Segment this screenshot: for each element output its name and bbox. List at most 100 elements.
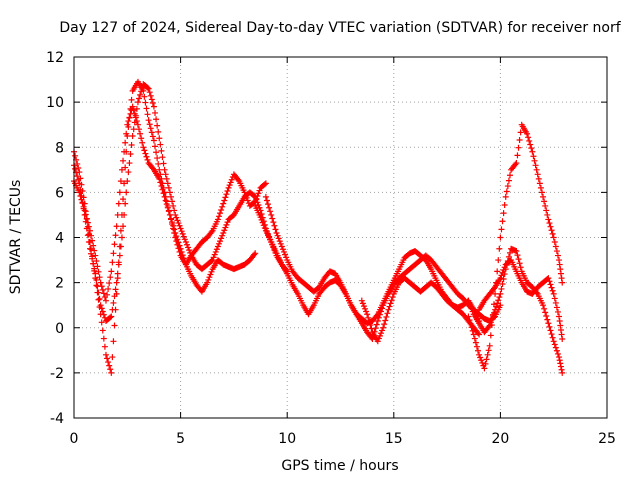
data-point-interp [146, 89, 153, 96]
data-point-interp [154, 155, 161, 162]
data-point-interp [272, 226, 279, 233]
data-point [540, 302, 547, 309]
data-point-interp [125, 118, 132, 125]
data-point-interp [548, 331, 555, 338]
data-point [220, 229, 227, 236]
data-point [108, 268, 115, 275]
data-point-interp [526, 137, 533, 144]
data-point-interp [469, 327, 476, 334]
data-point-interp [541, 305, 548, 312]
data-point [476, 317, 483, 324]
data-point-interp [466, 317, 473, 324]
data-point-interp [105, 359, 112, 366]
data-point-interp [142, 150, 149, 157]
data-point-interp [211, 251, 218, 258]
data-point-interp [479, 359, 486, 366]
data-point-interp [104, 291, 111, 298]
data-point-interp [117, 227, 124, 234]
data-point-interp [99, 327, 106, 334]
data-point [113, 279, 120, 286]
data-point-interp [556, 357, 563, 364]
data-point-interp [147, 125, 154, 132]
data-point [124, 178, 131, 185]
data-point-interp [557, 270, 564, 277]
data-point-interp [558, 366, 565, 373]
data-point-interp [181, 236, 188, 243]
data-point-interp [98, 319, 105, 326]
data-point-interp [378, 330, 385, 337]
data-point-interp [530, 153, 537, 160]
data-point-interp [146, 121, 153, 128]
data-point-interp [221, 197, 228, 204]
data-point [134, 99, 141, 106]
data-point-interp [137, 130, 144, 137]
data-point-interp [557, 360, 564, 367]
data-point-interp [100, 335, 107, 342]
data-point-interp [379, 327, 386, 334]
data-point-interp [180, 255, 187, 262]
data-point-interp [553, 347, 560, 354]
data-point-interp [93, 276, 100, 283]
data-point-interp [556, 317, 563, 324]
data-point-interp [155, 128, 162, 135]
data-point [374, 338, 381, 345]
data-point-interp [537, 184, 544, 191]
data-point-interp [132, 112, 139, 119]
data-point-interp [548, 284, 555, 291]
data-point [497, 275, 504, 282]
data-point-interp [159, 186, 166, 193]
data-point-interp [98, 305, 105, 312]
data-point-interp [138, 88, 145, 95]
data-point-interp [226, 182, 233, 189]
data-point-interp [160, 160, 167, 167]
data-point-interp [549, 334, 556, 341]
data-point-interp [467, 320, 474, 327]
data-point-interp [74, 160, 81, 167]
data-point-interp [109, 354, 116, 361]
data-point-interp [549, 230, 556, 237]
data-point-interp [147, 92, 154, 99]
data-point-interp [208, 257, 215, 264]
data-point-interp [375, 314, 382, 321]
data-point-interp [110, 299, 117, 306]
data-point-interp [219, 203, 226, 210]
data-point-interp [136, 95, 143, 102]
data-point-interp [95, 296, 102, 303]
data-point-interp [90, 260, 97, 267]
data-point-interp [255, 190, 262, 197]
data-point [172, 211, 179, 218]
data-point [177, 225, 184, 232]
data-point-interp [531, 157, 538, 164]
data-point-interp [169, 198, 176, 205]
data-point [364, 311, 371, 318]
data-point-interp [482, 360, 489, 367]
data-point-interp [251, 251, 258, 258]
data-point [172, 229, 179, 236]
data-point-interp [178, 248, 185, 255]
data-point-interp [148, 96, 155, 103]
data-point [257, 214, 264, 221]
data-point-interp [90, 242, 97, 249]
data-point-interp [494, 268, 501, 275]
data-point-interp [152, 143, 159, 150]
data-point [161, 193, 168, 200]
data-point [502, 193, 509, 200]
data-point-interp [157, 179, 164, 186]
data-point-interp [552, 344, 559, 351]
data-point-interp [551, 295, 558, 302]
data-point-interp [217, 238, 224, 245]
data-point-interp [110, 338, 117, 345]
data-point-interp [557, 266, 564, 273]
data-point-interp [494, 300, 501, 307]
data-point-interp [477, 354, 484, 361]
data-point-interp [558, 275, 565, 282]
data-point-interp [105, 285, 112, 292]
data-point-interp [138, 135, 145, 142]
x-tick-label: 15 [385, 431, 403, 447]
data-point-interp [131, 119, 138, 126]
data-point [529, 148, 536, 155]
data-point-interp [281, 248, 288, 255]
data-point [86, 245, 93, 252]
data-point [556, 313, 563, 320]
